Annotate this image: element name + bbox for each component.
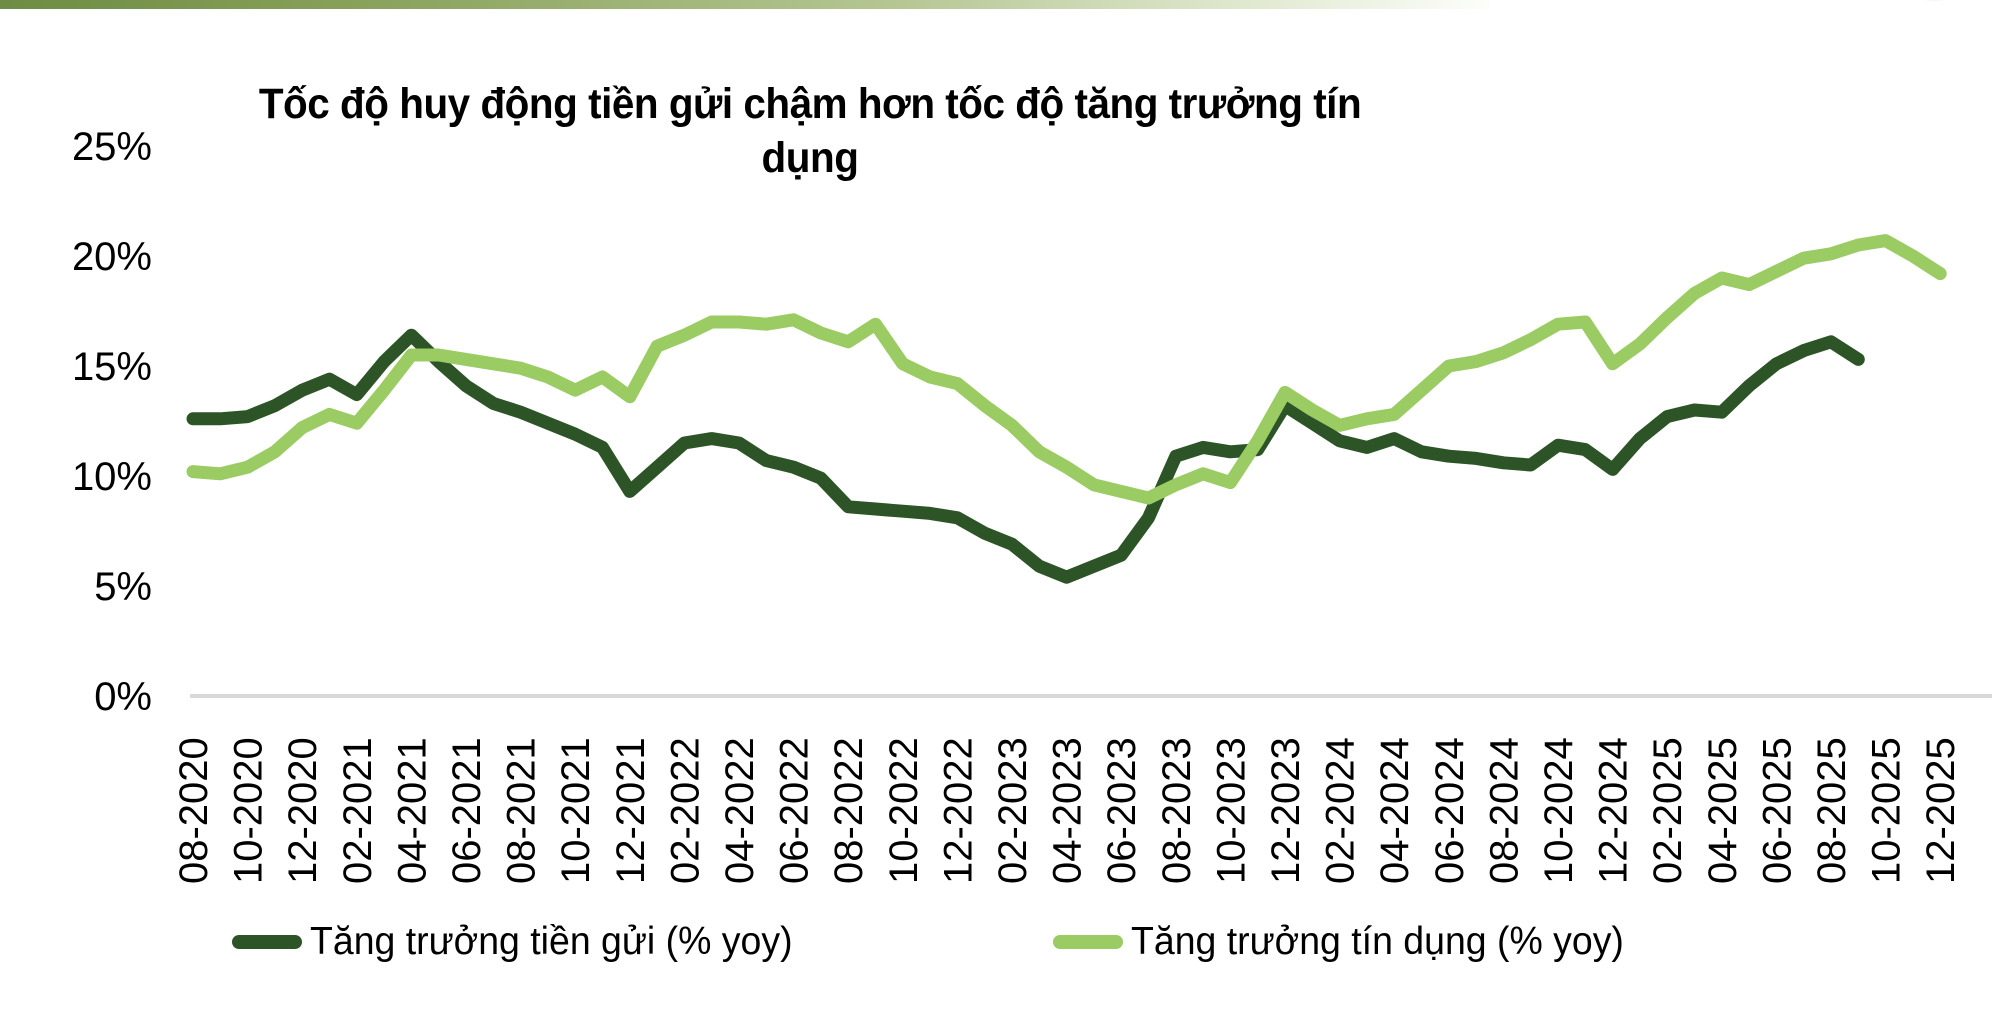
x-axis-tick-label: 02-2022: [663, 737, 707, 884]
deposit-growth-line: [186, 328, 1865, 584]
chart-title: Tốc độ huy động tiền gửi chậm hơn tốc độ…: [258, 80, 1362, 182]
x-axis-tick-label: 12-2020: [281, 737, 325, 884]
x-axis-tick-label: 04-2021: [390, 737, 434, 884]
x-axis-tick-label: 02-2021: [336, 737, 380, 884]
x-axis-tick-label: 12-2021: [609, 737, 653, 884]
x-axis-tick-label: 02-2025: [1646, 737, 1690, 884]
x-axis-tick-label: 08-2024: [1482, 737, 1526, 884]
x-axis-tick-label: 10-2020: [227, 737, 271, 884]
deposit-line-swatch: [232, 935, 302, 949]
credit-growth-line: [186, 234, 1947, 505]
x-axis-tick-label: 08-2025: [1810, 737, 1854, 884]
corner-circle-shadow: [1862, 0, 2000, 15]
x-axis-tick-label: 04-2023: [1046, 737, 1090, 884]
x-axis-tick-label: 12-2022: [936, 737, 980, 884]
x-axis-tick-label: 08-2022: [827, 737, 871, 884]
x-axis-tick-label: 08-2021: [500, 737, 544, 884]
legend-item-credit: Tăng trưởng tín dụng (% yoy): [1053, 916, 1644, 968]
x-axis-tick-label: 12-2024: [1592, 737, 1636, 884]
x-axis-tick-label: 02-2024: [1319, 737, 1363, 884]
legend-label-deposit: Tăng trưởng tiền gửi (% yoy): [310, 920, 793, 963]
legend-label-credit: Tăng trưởng tín dụng (% yoy): [1131, 920, 1624, 963]
x-axis-tick-label: 08-2020: [172, 737, 216, 884]
y-axis-tick-label: 20%: [72, 235, 152, 279]
x-axis-tick-label: 12-2025: [1919, 737, 1963, 884]
x-axis-tick-label: 06-2021: [445, 737, 489, 884]
y-axis-tick-label: 10%: [72, 455, 152, 499]
credit-line-swatch: [1053, 935, 1123, 949]
x-axis-tick-label: 06-2023: [1100, 737, 1144, 884]
x-axis-tick-label: 06-2025: [1755, 737, 1799, 884]
y-axis-tick-label: 15%: [72, 345, 152, 389]
x-axis-tick-label: 10-2024: [1537, 737, 1581, 884]
x-axis-tick-label: 06-2024: [1428, 737, 1472, 884]
x-axis-tick-label: 10-2021: [554, 737, 598, 884]
x-axis-tick-label: 08-2023: [1155, 737, 1199, 884]
x-axis-tick-label: 10-2023: [1209, 737, 1253, 884]
top-gradient-bar: [0, 0, 1490, 9]
legend-item-deposit: Tăng trưởng tiền gửi (% yoy): [232, 916, 813, 968]
x-axis-tick-label: 10-2022: [882, 737, 926, 884]
y-axis-tick-label: 25%: [72, 125, 152, 169]
x-axis-tick-label: 06-2022: [773, 737, 817, 884]
x-axis-tick-label: 04-2025: [1701, 737, 1745, 884]
x-axis-tick-label: 04-2022: [718, 737, 762, 884]
x-axis-tick-label: 02-2023: [991, 737, 1035, 884]
chart-legend: Tăng trưởng tiền gửi (% yoy) Tăng trưởng…: [0, 916, 2000, 968]
y-axis-tick-label: 0%: [94, 675, 152, 719]
x-axis-tick-label: 12-2023: [1264, 737, 1308, 884]
y-axis-tick-label: 5%: [94, 565, 152, 609]
x-axis-tick-label: 10-2025: [1865, 737, 1909, 884]
x-axis-tick-label: 04-2024: [1373, 737, 1417, 884]
